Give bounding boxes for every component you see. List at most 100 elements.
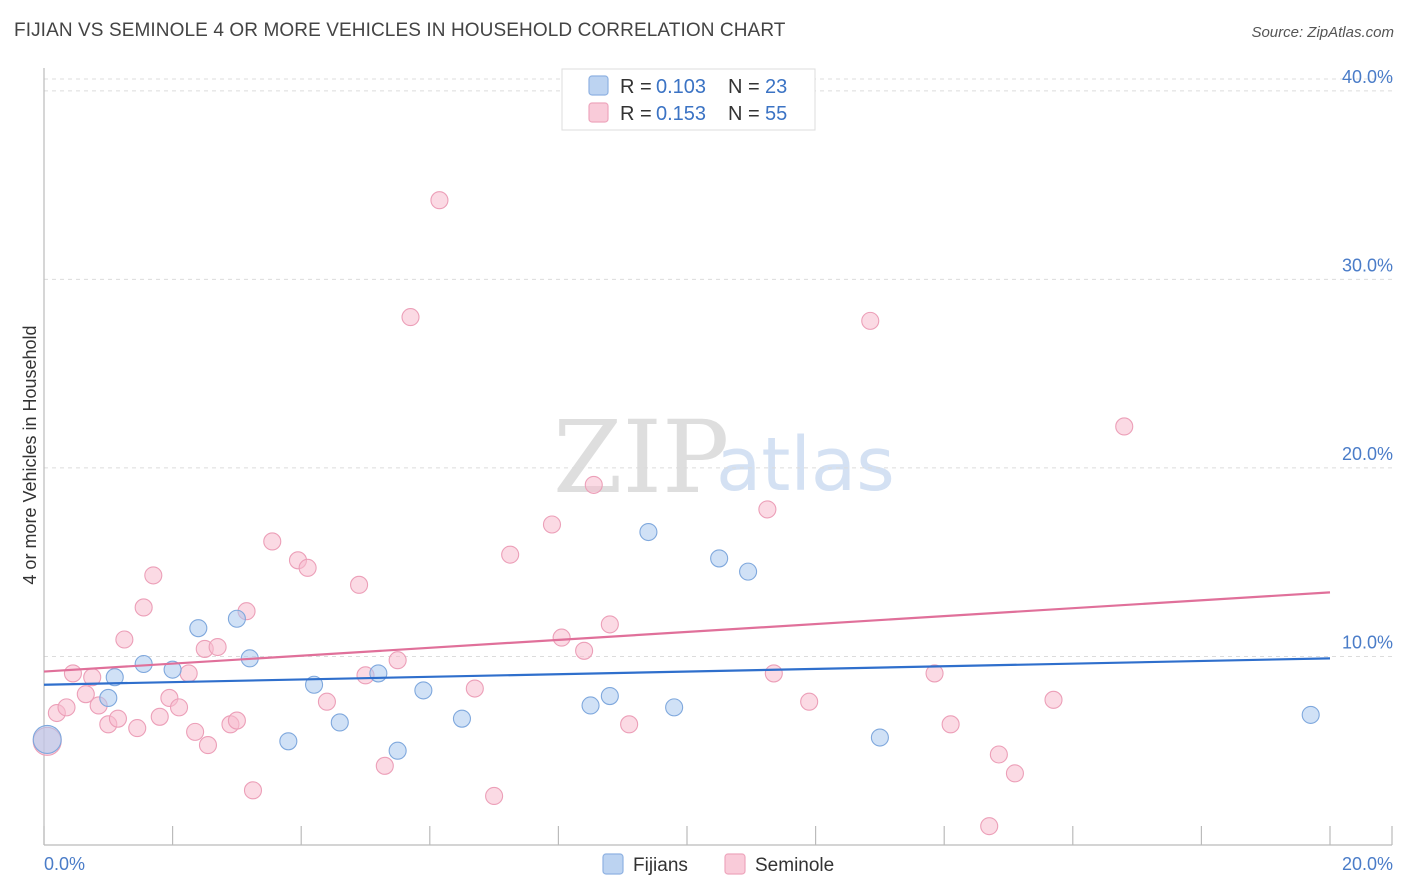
legend-r-label-fijians: R =: [620, 76, 652, 98]
bottom-legend-label-fijians: Fijians: [633, 855, 688, 876]
gridlines: [44, 78, 1392, 657]
legend-swatch-fijians: [588, 75, 609, 96]
point-seminole-27: [317, 692, 336, 711]
point-fijians-13: [414, 681, 433, 700]
point-fijians-15: [581, 696, 600, 715]
point-fijians-17: [639, 522, 658, 542]
bottom-legend-label-seminole: Seminole: [755, 855, 834, 876]
point-fijians-10: [330, 713, 349, 732]
point-seminole-39: [575, 641, 594, 660]
trend-lines: [43, 591, 1331, 686]
point-fijians-9: [305, 675, 324, 694]
point-fijians-18: [665, 698, 684, 717]
point-fijians-3: [99, 688, 118, 707]
watermark-zip: ZIP: [553, 399, 729, 516]
point-seminole-12: [150, 707, 169, 726]
point-seminole-44: [764, 664, 783, 683]
point-fijians-14: [452, 709, 472, 728]
point-seminole-38: [552, 628, 571, 647]
point-seminole-3: [76, 685, 95, 704]
bottom-legend-swatch-seminole: [724, 853, 746, 875]
point-seminole-48: [941, 715, 960, 734]
point-fijians-1: [105, 668, 124, 687]
bottom-legend-swatch-fijians: [602, 853, 624, 875]
y-tick-label-1: 20.0%: [1342, 444, 1393, 464]
point-seminole-53: [1115, 417, 1134, 436]
point-seminole-1: [57, 698, 76, 717]
y-tick-label-3: 40.0%: [1342, 67, 1393, 87]
trend-line-fijians: [43, 657, 1331, 686]
legend-r-value-fijians: 0.103: [656, 76, 706, 98]
point-seminole-21: [227, 711, 246, 730]
point-fijians-5: [189, 619, 208, 638]
y-axis-label: 4 or more Vehicles in Household: [20, 325, 40, 584]
point-seminole-41: [600, 615, 619, 634]
point-fijians-6: [227, 609, 246, 628]
point-fijians-0: [32, 724, 62, 754]
source-credit: Source: ZipAtlas.com: [1251, 24, 1394, 41]
y-tick-label-0: 10.0%: [1342, 632, 1393, 652]
point-seminole-32: [401, 308, 420, 327]
axes: [43, 68, 1393, 846]
point-seminole-2: [63, 664, 82, 683]
point-seminole-19: [208, 637, 227, 657]
point-seminole-34: [465, 679, 484, 698]
point-fijians-22: [1301, 705, 1320, 724]
point-seminole-52: [1044, 690, 1063, 709]
point-seminole-36: [501, 545, 520, 564]
point-seminole-10: [134, 598, 153, 617]
point-seminole-42: [620, 715, 639, 734]
legend-top: R = 0.103 N = 23 R = 0.153 N = 55: [561, 68, 816, 131]
point-seminole-15: [179, 664, 198, 683]
legend-n-label-fijians: N =: [728, 76, 760, 98]
point-seminole-9: [128, 719, 147, 738]
point-seminole-51: [1005, 764, 1024, 783]
point-seminole-30: [375, 756, 394, 775]
point-fijians-20: [739, 562, 758, 581]
point-fijians-21: [870, 728, 889, 747]
legend-n-value-fijians: 23: [765, 76, 787, 98]
point-fijians-8: [279, 732, 298, 751]
point-seminole-47: [925, 664, 944, 683]
point-seminole-26: [298, 558, 317, 577]
point-fijians-16: [600, 687, 619, 706]
point-seminole-7: [108, 709, 127, 728]
point-seminole-14: [169, 698, 189, 717]
point-seminole-40: [584, 475, 603, 494]
point-seminole-33: [430, 191, 449, 210]
point-fijians-4: [163, 660, 182, 679]
point-seminole-49: [980, 817, 999, 836]
tick-labels: 10.0% 20.0% 30.0% 40.0% 0.0% 20.0%: [44, 67, 1393, 874]
point-seminole-31: [388, 651, 407, 670]
point-seminole-46: [861, 311, 880, 330]
legend-n-label-seminole: N =: [728, 103, 760, 125]
point-seminole-11: [144, 566, 163, 585]
point-fijians-12: [388, 741, 407, 760]
chart-title: FIJIAN VS SEMINOLE 4 OR MORE VEHICLES IN…: [14, 20, 786, 41]
point-fijians-11: [369, 664, 388, 683]
x-tick-label-1: 20.0%: [1342, 854, 1393, 874]
point-seminole-18: [198, 736, 218, 755]
y-tick-label-2: 30.0%: [1342, 255, 1393, 275]
point-seminole-45: [800, 692, 819, 711]
point-fijians-19: [710, 549, 729, 568]
legend-r-value-seminole: 0.153: [656, 103, 706, 125]
point-seminole-28: [350, 575, 369, 594]
data-points: [32, 191, 1320, 836]
point-seminole-16: [186, 722, 205, 741]
x-tick-label-0: 0.0%: [44, 854, 85, 874]
trend-line-seminole: [43, 591, 1331, 673]
legend-r-label-seminole: R =: [620, 103, 652, 125]
point-seminole-24: [263, 532, 282, 551]
point-seminole-50: [989, 745, 1008, 764]
legend-swatch-seminole: [588, 102, 609, 123]
point-seminole-43: [758, 500, 777, 519]
point-seminole-37: [542, 515, 562, 534]
legend-n-value-seminole: 55: [765, 103, 787, 125]
point-seminole-8: [115, 630, 134, 649]
legend-bottom: Fijians Seminole: [602, 853, 834, 876]
watermark-atlas: atlas: [716, 422, 895, 508]
point-seminole-23: [243, 781, 263, 800]
point-seminole-35: [485, 786, 504, 806]
